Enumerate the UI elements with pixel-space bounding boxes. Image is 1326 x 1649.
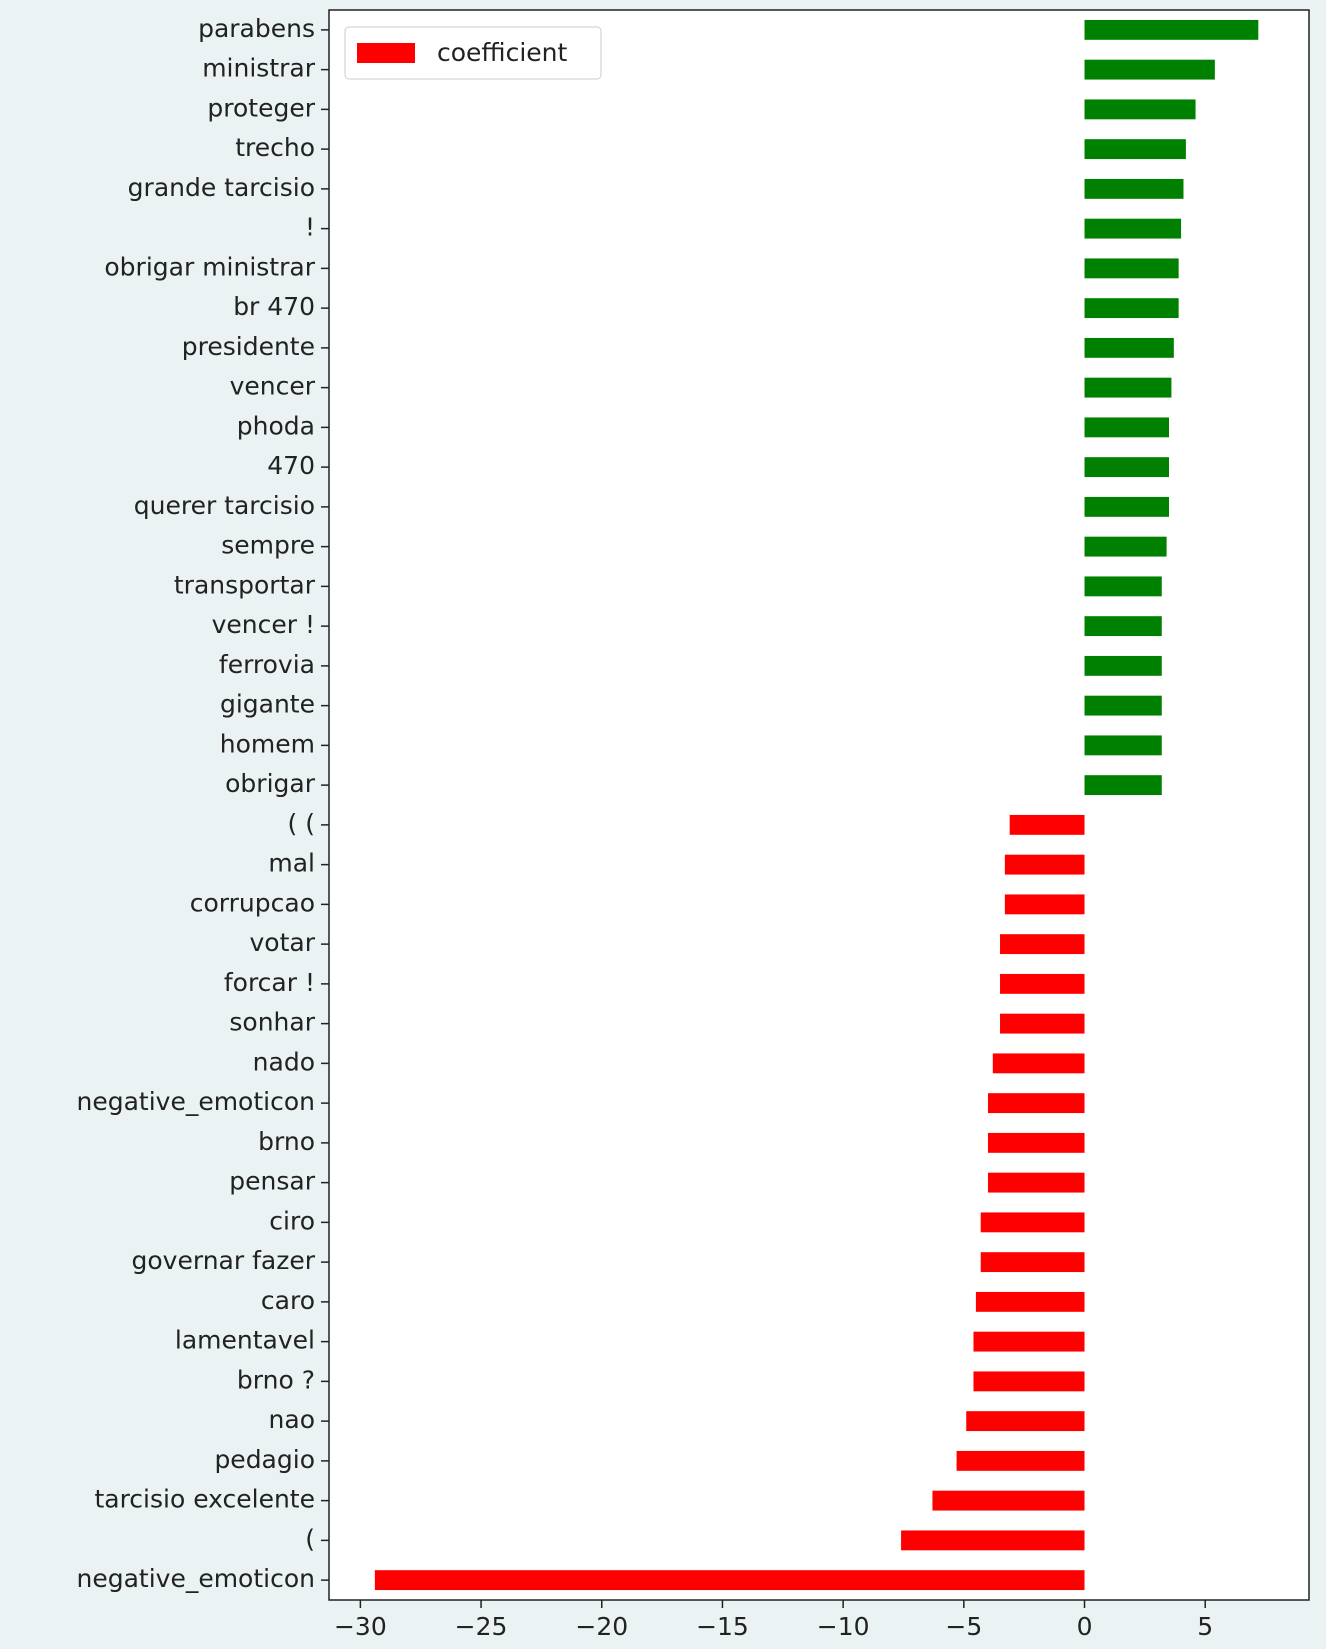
bar <box>1084 576 1162 597</box>
x-tick-label: −25 <box>455 1612 508 1641</box>
bar <box>973 1331 1085 1352</box>
y-tick-label: ministrar <box>202 54 316 83</box>
y-tick-label: pensar <box>229 1167 315 1196</box>
legend-box <box>344 26 602 80</box>
bar <box>1009 814 1085 835</box>
bar <box>987 1093 1085 1114</box>
y-tick-label: tarcisio excelente <box>94 1485 315 1514</box>
y-tick-label: sonhar <box>229 1008 315 1037</box>
bar <box>932 1490 1085 1511</box>
bar <box>1000 973 1085 994</box>
y-tick-label: ( ( <box>288 809 315 838</box>
x-tick-label: −30 <box>334 1612 387 1641</box>
y-tick-label: corrupcao <box>190 888 315 917</box>
legend-swatch <box>357 43 415 63</box>
bar <box>1084 139 1186 160</box>
bar <box>1084 536 1167 557</box>
y-tick-label: ! <box>305 213 315 242</box>
y-tick-label: transportar <box>174 570 316 599</box>
bar <box>1000 1013 1085 1034</box>
y-tick-label: mal <box>268 849 315 878</box>
y-tick-label: presidente <box>182 332 315 361</box>
y-tick-label: caro <box>261 1286 315 1315</box>
y-tick-label: governar fazer <box>132 1246 316 1275</box>
bar <box>1084 616 1162 637</box>
bar <box>1084 218 1182 239</box>
bar <box>987 1132 1085 1153</box>
bar <box>1084 775 1162 796</box>
y-tick-label: obrigar <box>225 769 316 798</box>
y-tick-label: proteger <box>207 93 315 122</box>
x-tick-label: −5 <box>945 1612 982 1641</box>
y-tick-label: trecho <box>235 133 315 162</box>
bar <box>1004 894 1085 915</box>
bar <box>956 1450 1085 1471</box>
y-tick-label: ( <box>305 1524 315 1553</box>
bar <box>1084 417 1169 438</box>
y-tick-label: nao <box>269 1405 315 1434</box>
y-tick-label: homem <box>220 729 315 758</box>
x-tick-label: 5 <box>1197 1612 1213 1641</box>
y-tick-label: querer tarcisio <box>134 491 315 520</box>
bar <box>1084 695 1162 716</box>
bar <box>1000 934 1085 955</box>
y-tick-label: nado <box>253 1047 315 1076</box>
bar <box>975 1291 1085 1312</box>
x-tick-label: −20 <box>575 1612 628 1641</box>
y-tick-label: vencer <box>230 372 316 401</box>
y-tick-label: gigante <box>220 690 315 719</box>
bar <box>1084 735 1162 756</box>
legend-label: coefficient <box>437 38 568 67</box>
x-tick-label: −10 <box>817 1612 870 1641</box>
bar <box>1084 457 1169 478</box>
y-tick-label: parabens <box>198 14 315 43</box>
bar <box>1084 298 1179 319</box>
bar <box>1084 99 1196 120</box>
bar <box>1084 59 1215 80</box>
bar <box>901 1530 1085 1551</box>
plot-area <box>329 10 1309 1600</box>
bar <box>1084 337 1174 358</box>
bar <box>1084 496 1169 517</box>
y-tick-label: phoda <box>237 411 315 440</box>
bar <box>992 1053 1085 1074</box>
y-tick-label: br 470 <box>233 292 315 321</box>
bar <box>1084 377 1172 398</box>
bar <box>966 1411 1085 1432</box>
y-tick-label: negative_emoticon <box>76 1564 315 1593</box>
bar <box>973 1371 1085 1392</box>
y-tick-label: brno <box>258 1127 315 1156</box>
x-tick-label: 0 <box>1077 1612 1093 1641</box>
axes-frame <box>328 9 1310 1601</box>
y-tick-label: ciro <box>269 1206 315 1235</box>
x-tick-label: −15 <box>696 1612 749 1641</box>
y-tick-label: vencer ! <box>212 610 315 639</box>
bar <box>1004 854 1085 875</box>
bar <box>980 1212 1085 1233</box>
y-tick-label: negative_emoticon <box>76 1087 315 1116</box>
y-tick-label: 470 <box>267 451 315 480</box>
bar <box>987 1172 1085 1193</box>
bar <box>1084 655 1162 676</box>
bar <box>980 1252 1085 1273</box>
y-tick-label: obrigar ministrar <box>104 252 315 281</box>
y-tick-label: pedagio <box>214 1445 315 1474</box>
y-tick-label: forcar ! <box>224 968 315 997</box>
y-tick-label: grande tarcisio <box>128 173 315 202</box>
y-tick-label: ferrovia <box>219 650 315 679</box>
y-tick-label: brno ? <box>237 1365 315 1394</box>
bar <box>1084 258 1179 279</box>
bar <box>1084 178 1184 199</box>
y-tick-label: lamentavel <box>175 1326 315 1355</box>
y-tick-label: sempre <box>221 531 315 560</box>
bar <box>374 1570 1085 1591</box>
y-tick-label: votar <box>250 928 316 957</box>
bar <box>1084 19 1259 40</box>
